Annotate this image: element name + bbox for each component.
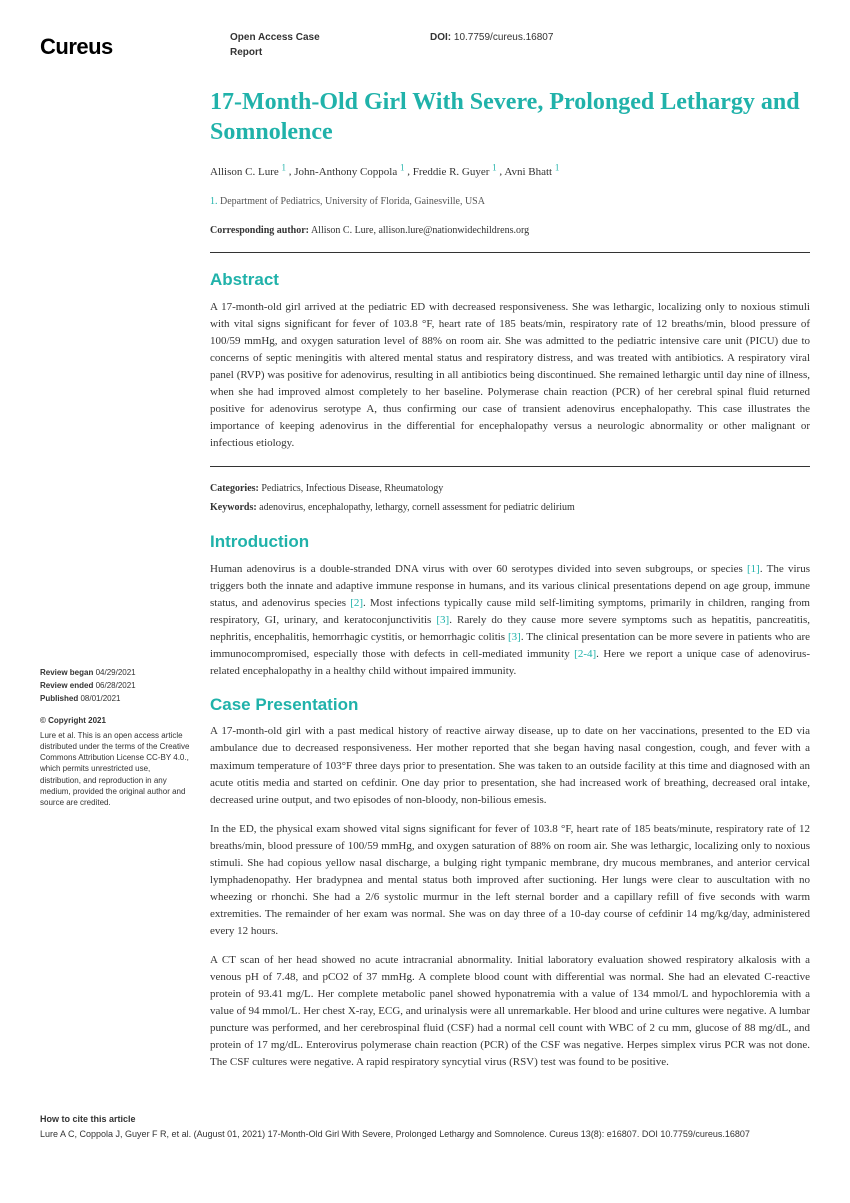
abstract-text: A 17-month-old girl arrived at the pedia… xyxy=(210,299,810,452)
citation-ref[interactable]: [3] xyxy=(508,631,521,643)
page-header: Cureus Open Access Case Report DOI: 10.7… xyxy=(40,30,810,63)
citation-ref[interactable]: [2-4] xyxy=(574,648,596,660)
author: John-Anthony Coppola 1 xyxy=(294,166,404,178)
author: Freddie R. Guyer 1 xyxy=(413,166,497,178)
case-p3: A CT scan of her head showed no acute in… xyxy=(210,952,810,1071)
doi: DOI: 10.7759/cureus.16807 xyxy=(430,30,553,60)
article-content: 17-Month-Old Girl With Severe, Prolonged… xyxy=(210,87,810,1083)
review-began: Review began 04/29/2021 xyxy=(40,667,190,678)
report-type: Open Access Case Report xyxy=(230,30,350,60)
doi-value: 10.7759/cureus.16807 xyxy=(454,32,554,43)
copyright-text: Lure et al. This is an open access artic… xyxy=(40,730,190,808)
corresponding-author: Corresponding author: Allison C. Lure, a… xyxy=(210,223,810,238)
author-aff: 1 xyxy=(282,162,287,172)
author: Allison C. Lure 1 xyxy=(210,166,286,178)
case-p2: In the ED, the physical exam showed vita… xyxy=(210,821,810,940)
author-aff: 1 xyxy=(492,162,497,172)
abstract-heading: Abstract xyxy=(210,267,810,293)
how-to-cite-label: How to cite this article xyxy=(40,1113,810,1126)
author-aff: 1 xyxy=(400,162,405,172)
published: Published 08/01/2021 xyxy=(40,693,190,704)
categories: Categories: Pediatrics, Infectious Disea… xyxy=(210,481,810,496)
corresp-label: Corresponding author: xyxy=(210,225,309,236)
journal-logo: Cureus xyxy=(40,30,190,63)
citation-text: Lure A C, Coppola J, Guyer F R, et al. (… xyxy=(40,1128,810,1141)
affiliation: 1. Department of Pediatrics, University … xyxy=(210,194,810,209)
introduction-text: Human adenovirus is a double-stranded DN… xyxy=(210,561,810,680)
author: Avni Bhatt 1 xyxy=(504,166,559,178)
sidebar: Review began 04/29/2021 Review ended 06/… xyxy=(40,87,190,1083)
affiliation-text: Department of Pediatrics, University of … xyxy=(220,196,485,207)
categories-label: Categories: xyxy=(210,483,259,494)
affiliation-num: 1. xyxy=(210,196,218,207)
citation-ref[interactable]: [2] xyxy=(350,597,363,609)
case-p1: A 17-month-old girl with a past medical … xyxy=(210,723,810,808)
keywords-label: Keywords: xyxy=(210,502,257,513)
authors-line: Allison C. Lure 1 , John-Anthony Coppola… xyxy=(210,161,810,180)
separator xyxy=(210,252,810,253)
article-title: 17-Month-Old Girl With Severe, Prolonged… xyxy=(210,87,810,147)
citation-footer: How to cite this article Lure A C, Coppo… xyxy=(40,1113,810,1140)
introduction-heading: Introduction xyxy=(210,529,810,555)
keywords: Keywords: adenovirus, encephalopathy, le… xyxy=(210,500,810,515)
author-aff: 1 xyxy=(555,162,560,172)
case-heading: Case Presentation xyxy=(210,692,810,718)
copyright-title: © Copyright 2021 xyxy=(40,715,190,726)
citation-ref[interactable]: [3] xyxy=(436,614,449,626)
keywords-value: adenovirus, encephalopathy, lethargy, co… xyxy=(259,502,575,513)
corresp-value: Allison C. Lure, allison.lure@nationwide… xyxy=(311,225,529,236)
doi-label: DOI: xyxy=(430,32,451,43)
review-ended: Review ended 06/28/2021 xyxy=(40,680,190,691)
separator xyxy=(210,466,810,467)
citation-ref[interactable]: [1] xyxy=(747,563,760,575)
copyright-block: © Copyright 2021 Lure et al. This is an … xyxy=(40,715,190,809)
header-meta: Open Access Case Report DOI: 10.7759/cur… xyxy=(230,30,553,60)
categories-value: Pediatrics, Infectious Disease, Rheumato… xyxy=(261,483,443,494)
